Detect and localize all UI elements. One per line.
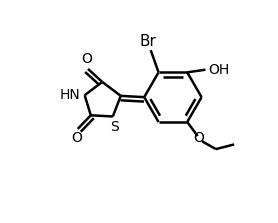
Text: Br: Br [139,34,156,49]
Text: O: O [71,132,82,145]
Text: HN: HN [60,88,81,102]
Text: O: O [193,131,204,145]
Text: OH: OH [208,63,229,77]
Text: S: S [110,120,118,134]
Text: O: O [81,52,92,66]
